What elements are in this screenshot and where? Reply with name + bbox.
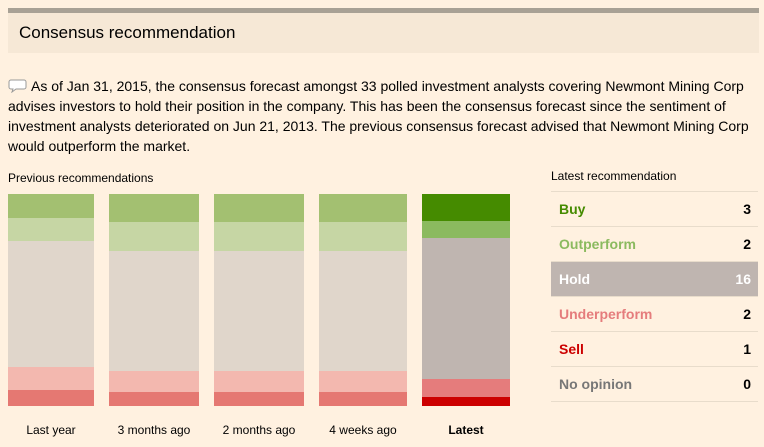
bar-label: 4 weeks ago: [329, 423, 397, 437]
speech-bubble-icon: [8, 79, 27, 93]
bar-segment-buy: [214, 194, 304, 223]
bar-segment-hold: [109, 250, 199, 371]
bar-segment-underperform: [422, 379, 510, 398]
latest-recommendation-title: Latest recommendation: [551, 169, 677, 183]
bar-segment-hold: [319, 250, 407, 371]
bar-segment-outperform: [109, 222, 199, 251]
bar-segment-sell: [8, 390, 94, 406]
bar-segment-hold: [422, 238, 510, 380]
bar-segment-hold: [8, 241, 94, 367]
stacked-bar: [109, 194, 199, 406]
recommendation-count: 2: [743, 236, 751, 252]
previous-recommendations-title: Previous recommendations: [8, 171, 154, 185]
bar-segment-buy: [109, 194, 199, 223]
bar-segment-outperform: [422, 220, 510, 239]
bar-segment-sell: [319, 391, 407, 406]
bar-segment-outperform: [214, 222, 304, 251]
latest-recommendation-table: Buy 3 Outperform 2 Hold 16 Underperform 2 Sell 1 N…: [551, 191, 758, 402]
recommendation-row: Outperform 2: [551, 227, 758, 262]
recommendation-label: Sell: [559, 341, 584, 357]
bar-segment-outperform: [8, 217, 94, 242]
consensus-summary: As of Jan 31, 2015, the consensus foreca…: [8, 76, 758, 156]
bar-segment-underperform: [319, 370, 407, 392]
recommendation-row: Buy 3: [551, 192, 758, 227]
bar-label: 3 months ago: [117, 423, 191, 437]
stacked-bar: [319, 194, 407, 406]
recommendation-label: Outperform: [559, 236, 636, 252]
bar-segment-sell: [214, 391, 304, 406]
bar-label: Latest: [448, 423, 484, 437]
recommendation-row: Underperform 2: [551, 297, 758, 332]
header-rule: [8, 8, 759, 13]
recommendation-count: 3: [743, 201, 751, 217]
bar-segment-sell: [422, 397, 510, 406]
bar-label: 2 months ago: [222, 423, 296, 437]
recommendation-row: Hold 16: [551, 262, 758, 297]
bar-segment-sell: [109, 391, 199, 406]
bar-label: Last year: [26, 423, 76, 437]
bar-segment-buy: [319, 194, 407, 223]
bar-segment-buy: [422, 194, 510, 221]
recommendation-label: Buy: [559, 201, 586, 217]
bar-segment-outperform: [319, 222, 407, 251]
recommendation-row: No opinion 0: [551, 367, 758, 402]
stacked-bar: [8, 194, 94, 406]
bar-segment-underperform: [214, 370, 304, 392]
bar-segment-underperform: [8, 366, 94, 391]
recommendation-label: Hold: [559, 271, 591, 287]
recommendation-count: 0: [743, 376, 751, 392]
recommendation-label: No opinion: [559, 376, 633, 392]
recommendation-count: 16: [735, 271, 751, 287]
recommendation-label: Underperform: [559, 306, 653, 322]
recommendation-row: Sell 1: [551, 332, 758, 367]
section-header: Consensus recommendation: [8, 13, 759, 53]
bar-segment-buy: [8, 194, 94, 218]
recommendation-count: 1: [743, 341, 751, 357]
stacked-bar: [214, 194, 304, 406]
bar-segment-underperform: [109, 370, 199, 392]
bar-segment-hold: [214, 250, 304, 371]
recommendation-count: 2: [743, 306, 751, 322]
summary-text: As of Jan 31, 2015, the consensus foreca…: [8, 78, 749, 154]
stacked-bar: [422, 194, 510, 406]
section-title: Consensus recommendation: [19, 23, 236, 42]
